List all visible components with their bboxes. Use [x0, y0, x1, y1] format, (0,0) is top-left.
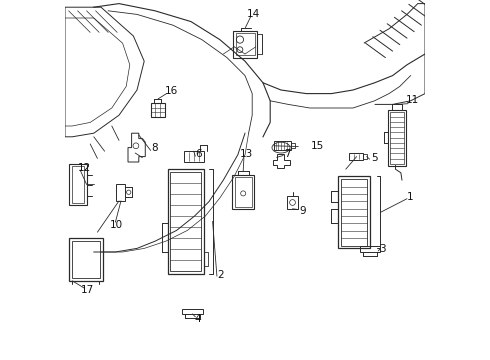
Bar	[236, 33, 255, 55]
Bar	[117, 184, 125, 201]
Bar	[204, 252, 208, 266]
Text: 8: 8	[151, 143, 158, 153]
Bar	[232, 175, 254, 209]
Text: 3: 3	[379, 244, 386, 255]
Bar	[69, 164, 87, 205]
Text: 7: 7	[284, 149, 291, 159]
Text: 16: 16	[165, 86, 178, 96]
Text: 12: 12	[78, 163, 92, 173]
Text: 1: 1	[407, 192, 414, 202]
Text: 10: 10	[110, 220, 122, 230]
Bar	[274, 141, 291, 150]
Bar	[338, 176, 370, 248]
Bar	[349, 153, 363, 160]
Bar	[184, 151, 204, 162]
Bar	[341, 179, 368, 246]
Text: 11: 11	[406, 95, 419, 105]
Bar	[151, 103, 165, 117]
Bar	[233, 31, 257, 58]
Bar	[182, 309, 203, 314]
Text: 15: 15	[310, 141, 323, 151]
Bar	[291, 143, 294, 148]
Bar	[388, 110, 406, 166]
Bar	[363, 154, 367, 159]
Bar	[69, 238, 103, 281]
Text: 5: 5	[371, 153, 378, 163]
Bar	[360, 246, 380, 252]
Bar	[288, 196, 297, 209]
Bar	[168, 169, 204, 274]
Bar	[72, 166, 84, 203]
Bar	[257, 34, 262, 54]
Text: 2: 2	[217, 270, 224, 280]
Bar	[170, 172, 201, 271]
Bar	[72, 241, 99, 278]
Text: 13: 13	[240, 149, 253, 159]
Bar	[390, 112, 404, 164]
Bar	[235, 177, 252, 207]
Text: 6: 6	[195, 149, 201, 159]
Text: 14: 14	[246, 9, 260, 19]
Text: 17: 17	[81, 285, 94, 295]
Text: 9: 9	[299, 206, 306, 216]
Text: 4: 4	[195, 314, 201, 324]
